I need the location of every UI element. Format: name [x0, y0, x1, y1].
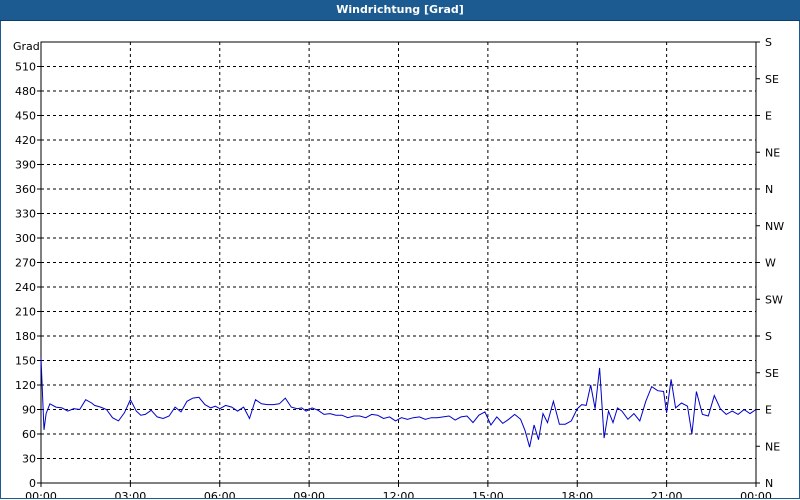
x-tick-time: 12:00 [383, 490, 415, 498]
y-tick-label: 480 [15, 85, 36, 98]
y-tick-label: 210 [15, 306, 36, 319]
y-tick-label: 390 [15, 159, 36, 172]
y-tick-label: 420 [15, 134, 36, 147]
right-tick-label: SW [765, 293, 783, 306]
y-tick-label: 300 [15, 232, 36, 245]
x-tick-time: 09:00 [293, 490, 325, 498]
right-tick-label: N [765, 183, 773, 196]
right-tick-label: NE [765, 440, 780, 453]
y-axis-left-ticks: 0 30 60 90 120 150 180 210 240 270 300 330 360 390 420… [15, 61, 41, 490]
y-axis-label: Grad [13, 40, 40, 53]
y-tick-label: 0 [29, 477, 36, 490]
wind-direction-chart: 0 30 60 90 120 150 180 210 240 270 300 330 360 390 420… [13, 36, 784, 498]
right-tick-label: NW [765, 220, 784, 233]
y-tick-label: 360 [15, 183, 36, 196]
x-tick-time: 15:00 [472, 490, 504, 498]
y-tick-label: 60 [22, 428, 36, 441]
y-tick-label: 150 [15, 355, 36, 368]
y-tick-label: 120 [15, 379, 36, 392]
grid-lines [41, 42, 756, 483]
right-tick-label: S [765, 330, 772, 343]
right-tick-label: N [765, 477, 773, 490]
right-tick-label: SE [765, 367, 779, 380]
right-tick-label: W [765, 257, 776, 270]
y-tick-label: 30 [22, 453, 36, 466]
right-tick-label: S [765, 36, 772, 49]
right-tick-label: SE [765, 73, 779, 86]
window-title: Windrichtung [Grad] [0, 0, 800, 21]
y-tick-label: 270 [15, 257, 36, 270]
x-tick-time: 00:00 [25, 490, 57, 498]
chart-frame: 0 30 60 90 120 150 180 210 240 270 300 330 360 390 420… [0, 21, 800, 499]
x-axis-ticks: 00:0019.10.1603:0019.10.1606:0019.10.160… [25, 483, 772, 498]
x-tick-time: 18:00 [561, 490, 593, 498]
series-line-wind-direction [40, 358, 757, 448]
x-tick-time: 00:00 [740, 490, 772, 498]
y-tick-label: 90 [22, 404, 36, 417]
y-tick-label: 510 [15, 61, 36, 74]
right-tick-label: E [765, 404, 772, 417]
right-tick-label: E [765, 110, 772, 123]
y-tick-label: 240 [15, 281, 36, 294]
y-tick-label: 330 [15, 208, 36, 221]
right-tick-label: NE [765, 146, 780, 159]
x-tick-time: 06:00 [204, 490, 236, 498]
y-tick-label: 180 [15, 330, 36, 343]
y-tick-label: 450 [15, 110, 36, 123]
y-axis-right-ticks: N NE E SE S SW W NW N NE E SE S [756, 36, 784, 490]
x-tick-time: 21:00 [651, 490, 683, 498]
x-tick-time: 03:00 [115, 490, 147, 498]
